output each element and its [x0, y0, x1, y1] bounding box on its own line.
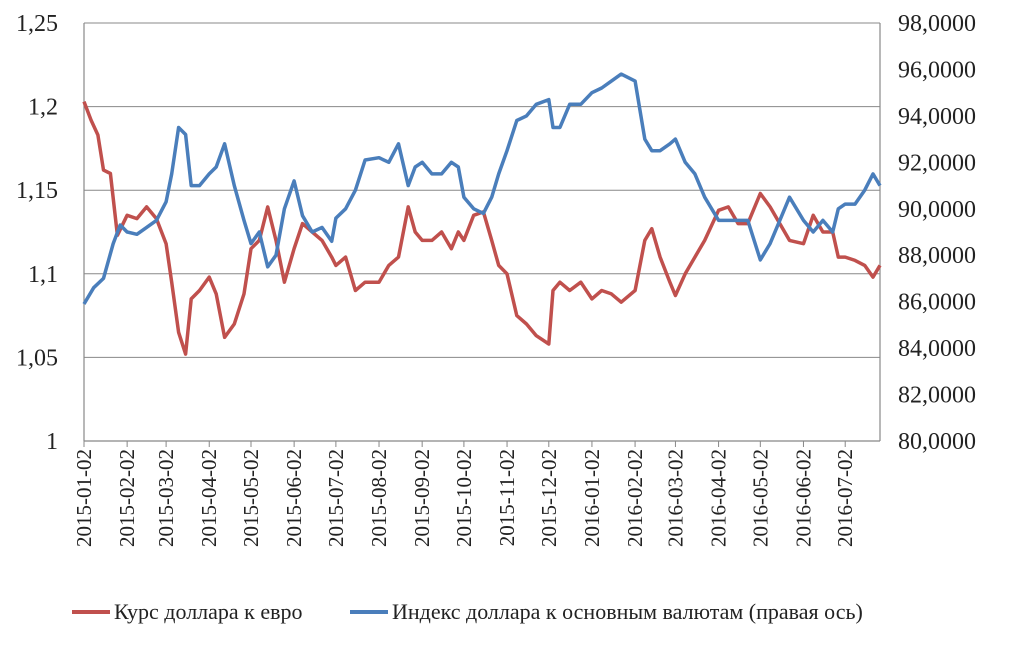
x-tick-label: 2015-07-02 [324, 449, 348, 547]
x-tick-label: 2015-11-02 [495, 449, 519, 546]
x-tick-label: 2015-02-02 [115, 449, 139, 547]
x-tick-label: 2015-04-02 [197, 449, 221, 547]
x-tick-label: 2016-01-02 [580, 449, 604, 547]
right-tick-label: 96,0000 [898, 57, 976, 83]
legend-label-dollar-index: Индекс доллара к основным валютам (права… [392, 599, 863, 624]
x-axis-tick-labels: 2015-01-02 2015-02-02 2015-03-02 2015-04-02… [72, 441, 857, 547]
x-tick-label: 2015-06-02 [282, 449, 306, 547]
x-tick-label: 2015-05-02 [239, 449, 263, 547]
x-tick-label: 2016-03-02 [663, 449, 687, 547]
left-tick-label: 1,15 [16, 178, 58, 204]
left-tick-label: 1 [46, 429, 58, 455]
right-tick-label: 98,0000 [898, 11, 976, 37]
plot-axes [83, 23, 881, 442]
right-tick-label: 82,0000 [898, 383, 976, 409]
right-tick-label: 84,0000 [898, 336, 976, 362]
right-tick-label: 92,0000 [898, 150, 976, 176]
series-line-eurusd [82, 100, 882, 356]
x-tick-label: 2015-09-02 [410, 449, 434, 547]
right-tick-label: 90,0000 [898, 197, 976, 223]
x-tick-label: 2016-02-02 [623, 449, 647, 547]
right-tick-label: 86,0000 [898, 290, 976, 316]
horizontal-gridlines [84, 22, 880, 358]
x-tick-label: 2015-10-02 [452, 449, 476, 547]
series-lines [82, 72, 882, 356]
x-tick-label: 2016-04-02 [707, 449, 731, 547]
x-tick-label: 2016-05-02 [748, 449, 772, 547]
x-tick-label: 2016-07-02 [833, 449, 857, 547]
left-tick-label: 1,05 [16, 345, 58, 371]
left-axis-tick-labels: 1 1,05 1,1 1,15 1,2 1,25 [16, 11, 58, 455]
x-tick-label: 2015-12-02 [537, 449, 561, 547]
x-tick-label: 2016-06-02 [791, 449, 815, 547]
right-axis-tick-labels: 80,0000 82,0000 84,0000 86,0000 88,0000 90,00… [898, 11, 976, 455]
legend: Курс доллара к евро Индекс доллара к осн… [72, 599, 863, 624]
left-tick-label: 1,2 [28, 95, 58, 121]
x-tick-label: 2015-08-02 [367, 449, 391, 547]
series-line-dollar-index [82, 72, 882, 305]
right-tick-label: 94,0000 [898, 104, 976, 130]
right-tick-label: 88,0000 [898, 243, 976, 269]
legend-label-eurusd: Курс доллара к евро [114, 599, 303, 624]
right-tick-label: 80,0000 [898, 429, 976, 455]
x-tick-label: 2015-03-02 [154, 449, 178, 547]
left-tick-label: 1,1 [28, 262, 58, 288]
x-tick-label: 2015-01-02 [72, 449, 96, 547]
left-tick-label: 1,25 [16, 11, 58, 37]
